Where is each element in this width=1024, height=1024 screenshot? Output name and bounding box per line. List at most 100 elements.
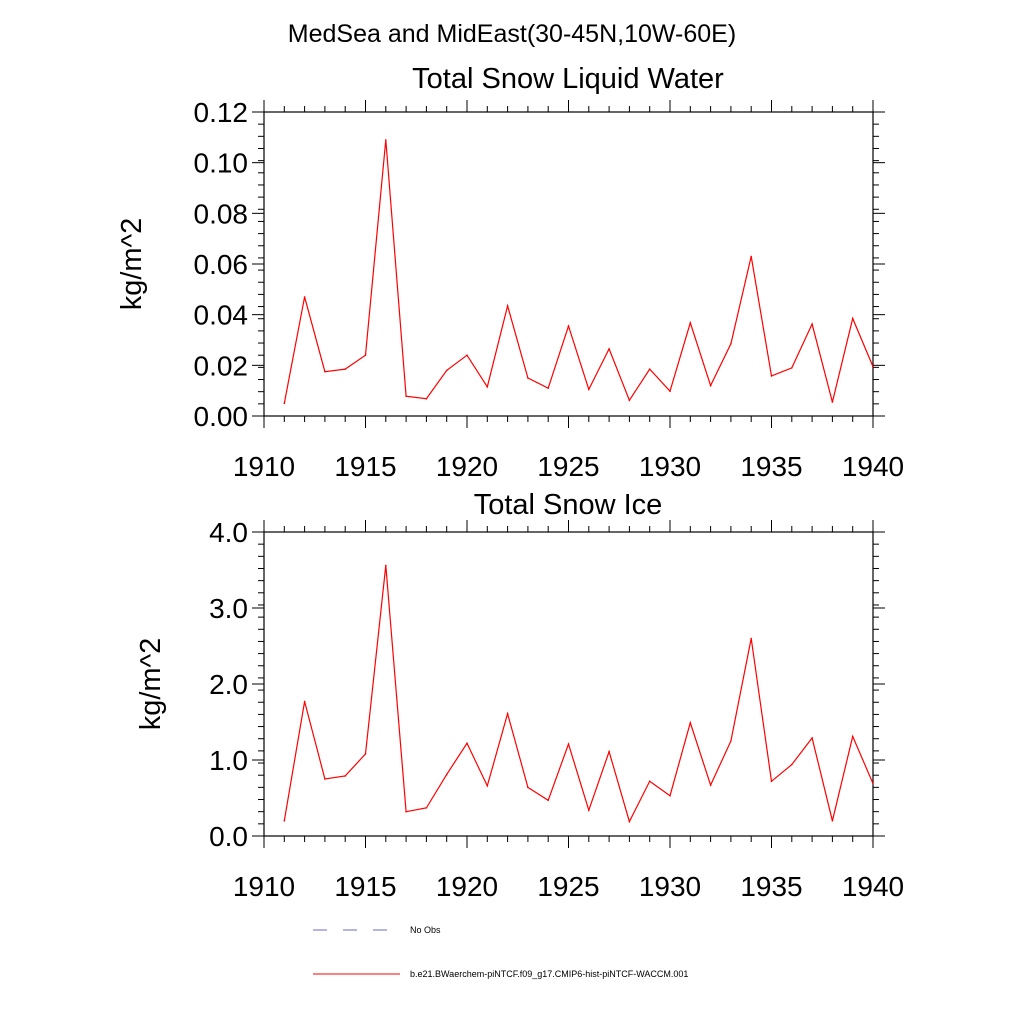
- x-tick-label: 1915: [334, 871, 396, 902]
- panel-title: Total Snow Liquid Water: [412, 63, 724, 95]
- data-line: [283, 139, 874, 404]
- x-tick-label: 1915: [334, 451, 396, 482]
- x-tick-label: 1910: [233, 451, 295, 482]
- panel-snow-ice: Total Snow Ice kg/m^2 0.0 1.0 2.0 3.0 4.0 19…: [135, 489, 904, 902]
- data-point: [486, 386, 489, 388]
- data-point: [851, 735, 854, 738]
- y-axis: 0.0 1.0 2.0 3.0 4.0: [209, 517, 885, 852]
- data-point: [689, 721, 692, 724]
- data-point: [770, 780, 773, 783]
- y-tick-label: 0.08: [194, 198, 249, 229]
- data-point: [628, 399, 631, 402]
- plot-frame: [263, 111, 874, 417]
- data-point: [547, 387, 549, 389]
- data-point: [709, 784, 712, 786]
- data-point: [364, 753, 367, 755]
- data-point: [506, 712, 509, 715]
- data-point: [669, 390, 671, 392]
- x-axis: 1910 1915 1920 1925 1930 1935 1940: [233, 871, 904, 902]
- data-line: [283, 565, 874, 824]
- x-tick-label: 1910: [233, 871, 295, 902]
- data-point: [405, 395, 407, 398]
- data-point: [567, 743, 570, 745]
- y-tick-label: 3.0: [209, 593, 248, 624]
- data-point: [608, 348, 610, 350]
- data-points: [283, 139, 874, 405]
- data-point: [385, 139, 387, 141]
- y-tick-label: 0.12: [194, 97, 249, 128]
- data-point: [588, 388, 590, 391]
- data-point: [445, 369, 448, 372]
- legend: No Obs b.e21.BWaerchem-piNTCF.f09_g17.CM…: [313, 925, 688, 979]
- data-point: [811, 737, 813, 739]
- panel-title: Total Snow Ice: [474, 489, 663, 521]
- data-point: [466, 354, 468, 357]
- panel-snow-liquid-water: Total Snow Liquid Water kg/m^2 0.000.020…: [116, 63, 904, 482]
- data-point: [567, 325, 570, 327]
- data-point: [608, 750, 610, 753]
- data-point: [730, 343, 732, 345]
- data-point: [709, 384, 712, 387]
- data-point: [791, 763, 793, 766]
- data-point: [831, 401, 834, 403]
- data-point: [506, 305, 509, 307]
- minor-ticks: [258, 520, 879, 848]
- y-tick-label: 0.06: [194, 249, 249, 280]
- data-point: [324, 778, 326, 780]
- x-tick-label: 1935: [740, 871, 802, 902]
- data-point: [851, 317, 854, 320]
- data-point: [527, 786, 529, 789]
- data-point: [324, 370, 326, 373]
- y-tick-label: 2.0: [209, 669, 248, 700]
- data-point: [283, 820, 286, 822]
- data-point: [425, 397, 428, 400]
- data-point: [466, 742, 468, 745]
- y-tick-label: 4.0: [209, 517, 248, 548]
- y-tick-label: 0.02: [194, 350, 249, 381]
- data-point: [831, 820, 834, 822]
- data-point: [588, 809, 590, 811]
- data-point: [405, 810, 407, 813]
- y-tick-label: 0.04: [194, 300, 249, 331]
- data-point: [344, 775, 347, 777]
- data-point: [445, 773, 448, 776]
- data-point: [344, 368, 347, 370]
- data-point: [648, 368, 651, 370]
- x-tick-label: 1935: [740, 451, 802, 482]
- plot-frame: [263, 531, 874, 837]
- data-point: [750, 255, 752, 258]
- data-point: [486, 785, 489, 787]
- minor-ticks: [258, 100, 879, 428]
- data-point: [791, 367, 793, 369]
- x-tick-label: 1940: [842, 451, 904, 482]
- y-axis-label: kg/m^2: [116, 218, 148, 311]
- legend-item-model-run: b.e21.BWaerchem-piNTCF.f09_g17.CMIP6-his…: [313, 969, 688, 979]
- data-point: [425, 807, 428, 809]
- data-point: [303, 700, 306, 703]
- data-point: [547, 799, 549, 802]
- page-title: MedSea and MidEast(30-45N,10W-60E): [288, 20, 736, 48]
- data-point: [648, 780, 651, 783]
- y-tick-label: 0.0: [209, 821, 248, 852]
- y-tick-label: 0.10: [194, 148, 249, 179]
- data-point: [527, 377, 529, 379]
- x-tick-label: 1920: [436, 871, 498, 902]
- data-point: [750, 637, 752, 640]
- legend-label: No Obs: [410, 925, 441, 935]
- legend-label: b.e21.BWaerchem-piNTCF.f09_g17.CMIP6-his…: [410, 969, 688, 979]
- y-axis-label: kg/m^2: [135, 638, 167, 731]
- data-point: [689, 321, 692, 324]
- data-point: [872, 365, 874, 368]
- data-point: [669, 794, 671, 797]
- x-axis: 1910 1915 1920 1925 1930 1935 1940: [233, 451, 904, 482]
- data-point: [628, 820, 631, 823]
- x-tick-label: 1930: [639, 871, 701, 902]
- x-tick-label: 1940: [842, 871, 904, 902]
- y-tick-label: 0.00: [194, 401, 249, 432]
- data-point: [283, 402, 286, 405]
- x-tick-label: 1930: [639, 451, 701, 482]
- data-point: [872, 782, 874, 785]
- legend-item-no-obs: No Obs: [313, 925, 441, 935]
- y-axis: 0.00 0.02 0.04 0.06 0.08 0.10 0.12: [194, 97, 885, 432]
- x-tick-label: 1925: [537, 871, 599, 902]
